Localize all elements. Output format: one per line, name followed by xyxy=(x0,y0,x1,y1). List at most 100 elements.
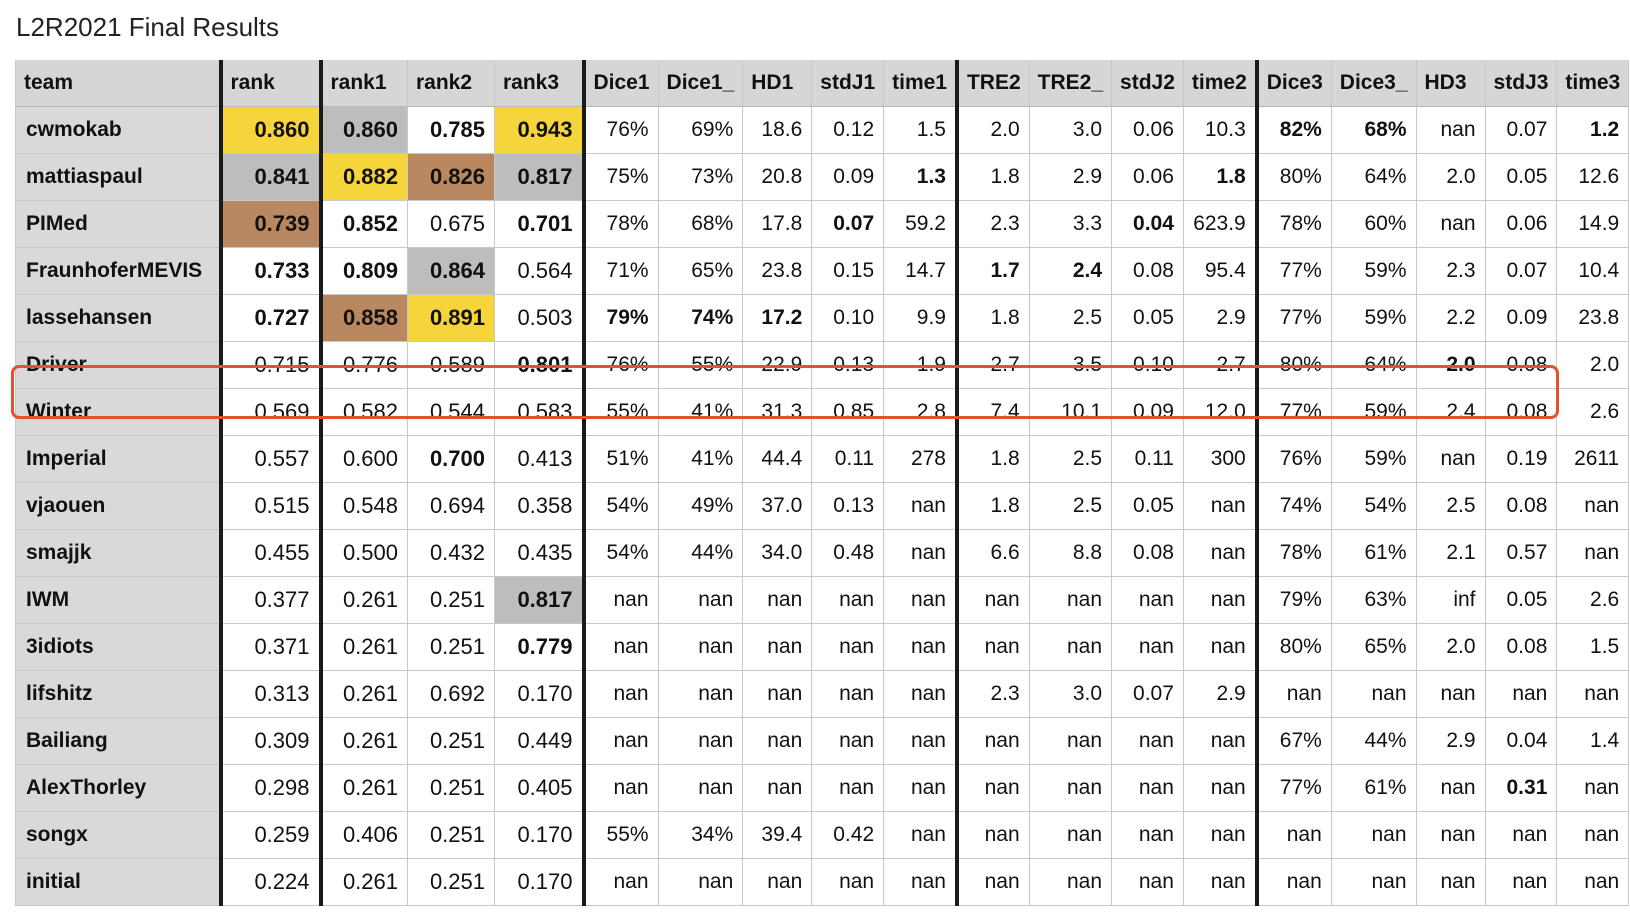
cell-dice1: 78% xyxy=(581,200,659,248)
cell-hd1: 34.0 xyxy=(742,529,813,577)
cell-stdj3: 0.07 xyxy=(1484,247,1558,295)
cell-tre2-underscore: nan xyxy=(1028,764,1113,812)
cell-hd3: 2.5 xyxy=(1415,482,1486,530)
cell-stdj2: 0.08 xyxy=(1111,529,1184,577)
team-name-cell: songx xyxy=(15,811,221,859)
cell-rank2: 0.589 xyxy=(407,341,495,389)
cell-time3: 1.5 xyxy=(1556,623,1630,671)
cell-rank3: 0.779 xyxy=(494,623,584,671)
cell-dice3-underscore: 63% xyxy=(1330,576,1417,624)
cell-rank2: 0.826 xyxy=(407,153,495,201)
cell-rank: 0.557 xyxy=(218,435,321,483)
cell-tre2: 2.3 xyxy=(954,670,1030,718)
cell-stdj3: 0.19 xyxy=(1484,435,1558,483)
cell-rank1: 0.261 xyxy=(318,764,408,812)
team-name-cell: vjaouen xyxy=(15,482,221,530)
table-body: cwmokab 0.860 0.860 0.785 0.943 76% 69% 18.6 0.1… xyxy=(15,106,1630,906)
cell-dice3-underscore: nan xyxy=(1330,858,1417,906)
team-name-cell: lassehansen xyxy=(15,294,221,342)
cell-stdj2: 0.06 xyxy=(1111,153,1184,201)
cell-stdj3: nan xyxy=(1484,811,1558,859)
cell-dice1-underscore: nan xyxy=(657,858,744,906)
cell-hd1: 18.6 xyxy=(742,106,813,154)
table-row: AlexThorley 0.298 0.261 0.251 0.405 nan nan nan… xyxy=(15,764,1630,812)
cell-dice3-underscore: 60% xyxy=(1330,200,1417,248)
cell-stdj2: 0.05 xyxy=(1111,482,1184,530)
cell-rank3: 0.435 xyxy=(494,529,584,577)
cell-dice1-underscore: 55% xyxy=(657,341,744,389)
cell-rank: 0.569 xyxy=(218,388,321,436)
cell-dice3-underscore: nan xyxy=(1330,811,1417,859)
cell-dice3-underscore: 61% xyxy=(1330,529,1417,577)
cell-dice1: 71% xyxy=(581,247,659,295)
cell-stdj2: nan xyxy=(1111,811,1184,859)
cell-rank: 0.515 xyxy=(218,482,321,530)
column-header-dice1-underscore: Dice1_ xyxy=(657,60,744,107)
cell-rank1: 0.261 xyxy=(318,670,408,718)
cell-hd1: 44.4 xyxy=(742,435,813,483)
table-row: initial 0.224 0.261 0.251 0.170 nan nan nan nan n… xyxy=(15,858,1630,906)
cell-dice3: 78% xyxy=(1254,200,1332,248)
column-header-stdj3: stdJ3 xyxy=(1484,60,1558,107)
cell-rank2: 0.675 xyxy=(407,200,495,248)
column-header-rank2: rank2 xyxy=(407,60,495,107)
cell-rank3: 0.358 xyxy=(494,482,584,530)
cell-hd1: nan xyxy=(742,717,813,765)
cell-stdj2: nan xyxy=(1111,576,1184,624)
cell-hd3: 2.3 xyxy=(1415,247,1486,295)
cell-tre2: 1.7 xyxy=(954,247,1030,295)
cell-hd3: nan xyxy=(1415,106,1486,154)
cell-time1: nan xyxy=(883,764,958,812)
column-header-hd3: HD3 xyxy=(1415,60,1486,107)
table-row: FraunhoferMEVIS 0.733 0.809 0.864 0.564 71% 65… xyxy=(15,247,1630,295)
cell-time1: nan xyxy=(883,576,958,624)
cell-hd1: 23.8 xyxy=(742,247,813,295)
cell-time2: 2.9 xyxy=(1182,294,1258,342)
cell-hd3: 2.0 xyxy=(1415,623,1486,671)
cell-rank2: 0.700 xyxy=(407,435,495,483)
cell-rank2: 0.251 xyxy=(407,576,495,624)
cell-rank2: 0.785 xyxy=(407,106,495,154)
cell-dice3-underscore: 64% xyxy=(1330,341,1417,389)
cell-tre2: nan xyxy=(954,858,1030,906)
team-name-cell: Driver xyxy=(15,341,221,389)
cell-time3: 1.4 xyxy=(1556,717,1630,765)
cell-tre2: 1.8 xyxy=(954,482,1030,530)
cell-hd1: 17.2 xyxy=(742,294,813,342)
cell-tre2: 2.3 xyxy=(954,200,1030,248)
cell-stdj1: 0.10 xyxy=(811,294,885,342)
cell-time1: 59.2 xyxy=(883,200,958,248)
cell-rank: 0.313 xyxy=(218,670,321,718)
cell-rank: 0.860 xyxy=(218,106,321,154)
cell-tre2: nan xyxy=(954,576,1030,624)
cell-stdj3: 0.31 xyxy=(1484,764,1558,812)
cell-tre2: nan xyxy=(954,623,1030,671)
cell-stdj2: 0.05 xyxy=(1111,294,1184,342)
cell-rank2: 0.251 xyxy=(407,764,495,812)
column-header-team: team xyxy=(15,60,221,107)
cell-time3: nan xyxy=(1556,811,1630,859)
cell-tre2-underscore: 2.9 xyxy=(1028,153,1113,201)
cell-dice3: 80% xyxy=(1254,341,1332,389)
cell-time3: nan xyxy=(1556,858,1630,906)
cell-rank: 0.715 xyxy=(218,341,321,389)
column-header-rank1: rank1 xyxy=(318,60,408,107)
cell-dice3-underscore: 54% xyxy=(1330,482,1417,530)
cell-time1: 14.7 xyxy=(883,247,958,295)
cell-tre2: nan xyxy=(954,764,1030,812)
cell-time3: 2.6 xyxy=(1556,388,1630,436)
table-row: Driver 0.715 0.776 0.589 0.801 76% 55% 22.9 0.13… xyxy=(15,341,1630,389)
cell-rank3: 0.413 xyxy=(494,435,584,483)
cell-rank2: 0.251 xyxy=(407,623,495,671)
cell-rank3: 0.817 xyxy=(494,576,584,624)
cell-dice3-underscore: 59% xyxy=(1330,435,1417,483)
cell-time3: 10.4 xyxy=(1556,247,1630,295)
cell-time1: 2.8 xyxy=(883,388,958,436)
cell-stdj3: 0.05 xyxy=(1484,153,1558,201)
cell-time2: nan xyxy=(1182,576,1258,624)
cell-time2: nan xyxy=(1182,811,1258,859)
cell-stdj3: 0.08 xyxy=(1484,341,1558,389)
cell-rank: 0.259 xyxy=(218,811,321,859)
cell-dice1: 51% xyxy=(581,435,659,483)
team-name-cell: IWM xyxy=(15,576,221,624)
